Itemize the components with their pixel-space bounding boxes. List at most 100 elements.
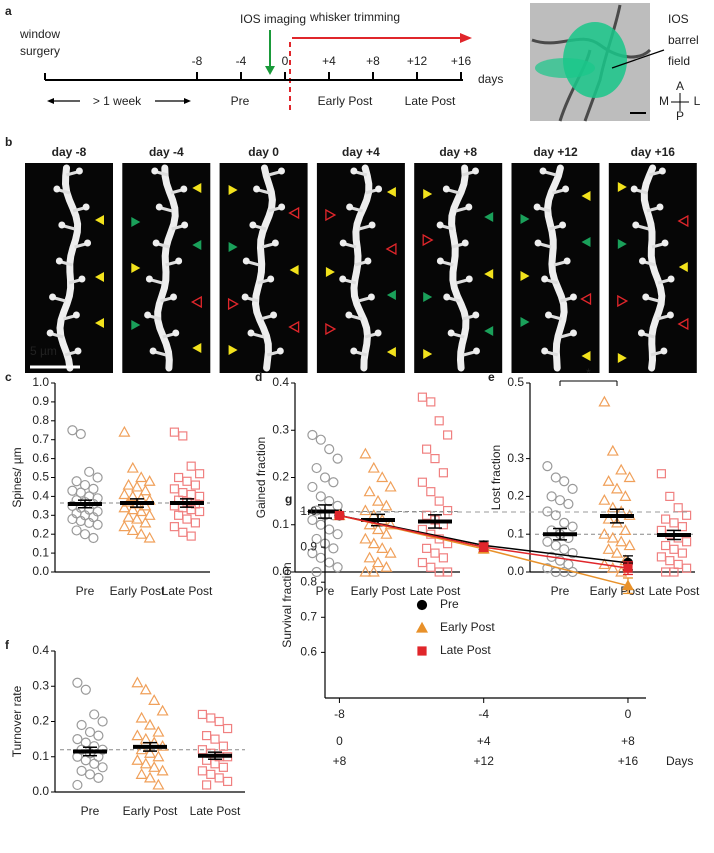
- data-point: [139, 757, 152, 769]
- data-point: [126, 490, 139, 501]
- line: [60, 260, 73, 267]
- spine: [541, 275, 549, 283]
- data-point: [126, 461, 139, 473]
- image-label: field: [668, 54, 690, 68]
- spine-arrow: [484, 212, 494, 222]
- data-point: [178, 488, 188, 498]
- data-point: [214, 773, 224, 783]
- line: [171, 224, 184, 231]
- data-point: [71, 525, 82, 536]
- line: [266, 350, 279, 357]
- x-row-label: +8: [333, 754, 347, 768]
- compass: L: [694, 94, 701, 108]
- data-point: [156, 704, 169, 716]
- spine: [374, 329, 382, 337]
- data-point: [380, 527, 393, 539]
- data-point: [79, 529, 91, 540]
- data-point: [182, 514, 192, 524]
- line: [246, 296, 259, 303]
- data-point: [554, 495, 566, 506]
- image-title: day +12: [533, 145, 578, 159]
- data-point: [567, 483, 578, 494]
- line: [451, 242, 464, 249]
- spine: [155, 203, 163, 211]
- line: [643, 332, 655, 339]
- tick-label: +8: [366, 54, 380, 68]
- data-point: [118, 488, 131, 500]
- line: [344, 242, 357, 249]
- data-point: [97, 716, 108, 727]
- line: [646, 206, 659, 213]
- spine: [277, 167, 285, 175]
- spine: [569, 329, 577, 337]
- y-tick-label: 0.3: [272, 422, 289, 436]
- spine: [346, 203, 354, 211]
- spine-arrow: [520, 317, 530, 327]
- y-axis-label: Survival fraction: [280, 562, 294, 647]
- data-point: [332, 500, 343, 511]
- data-point: [665, 491, 675, 501]
- panel-label: b: [5, 135, 12, 149]
- data-point: [606, 531, 619, 543]
- x-tick-label: Late Post: [410, 584, 461, 598]
- data-point: [84, 726, 96, 738]
- dendrite: [640, 164, 666, 372]
- data-point: [210, 734, 220, 744]
- dendrite: [154, 164, 179, 372]
- x-tick-label: Late Post: [162, 584, 213, 598]
- spine: [271, 239, 279, 247]
- x-axis-label: Days: [666, 754, 693, 768]
- line: [546, 278, 559, 285]
- barrel-field: [563, 22, 627, 98]
- spine-arrow: [325, 322, 337, 336]
- data-point: [376, 471, 389, 483]
- period-label: Pre: [231, 94, 250, 108]
- data-point: [214, 716, 224, 727]
- data-point: [380, 499, 393, 511]
- line: [350, 314, 363, 321]
- dendrite: [544, 164, 568, 372]
- x-row-label: 0: [336, 734, 343, 748]
- line: [170, 188, 183, 195]
- spine-arrow: [95, 272, 104, 282]
- spine-arrow: [617, 353, 627, 363]
- data-point: [359, 504, 372, 516]
- data-point: [324, 444, 335, 455]
- data-point: [97, 762, 108, 773]
- line: [560, 332, 572, 339]
- spine: [339, 275, 347, 283]
- data-point: [371, 556, 385, 568]
- spine-arrow: [95, 215, 104, 225]
- data-point: [93, 772, 104, 784]
- spine: [667, 275, 675, 283]
- data-point: [84, 466, 95, 477]
- y-tick-label: 0.3: [507, 451, 524, 465]
- data-point: [677, 522, 688, 532]
- data-point: [619, 524, 632, 536]
- x-tick-label: Late Post: [649, 584, 700, 598]
- spine-arrow: [288, 206, 300, 220]
- data-point: [332, 453, 343, 464]
- data-point: [660, 514, 671, 524]
- spine: [656, 203, 664, 211]
- line: [252, 332, 265, 339]
- data-point: [602, 475, 615, 486]
- image-label: barrel: [668, 33, 699, 47]
- line: [651, 242, 664, 249]
- data-point: [92, 472, 103, 483]
- y-tick-label: 0.3: [32, 678, 49, 692]
- data-point: [89, 709, 100, 720]
- spine: [436, 221, 444, 229]
- spine: [465, 203, 473, 211]
- period-label: Early Post: [318, 94, 373, 108]
- data-point: [681, 537, 692, 547]
- spine: [569, 293, 577, 301]
- line: [635, 188, 648, 195]
- line: [268, 170, 280, 177]
- data-point: [156, 764, 169, 776]
- data-point: [169, 522, 179, 532]
- data-point: [559, 544, 570, 555]
- data-point: [669, 544, 679, 554]
- data-point: [417, 557, 427, 568]
- x-row-label: +4: [477, 734, 491, 748]
